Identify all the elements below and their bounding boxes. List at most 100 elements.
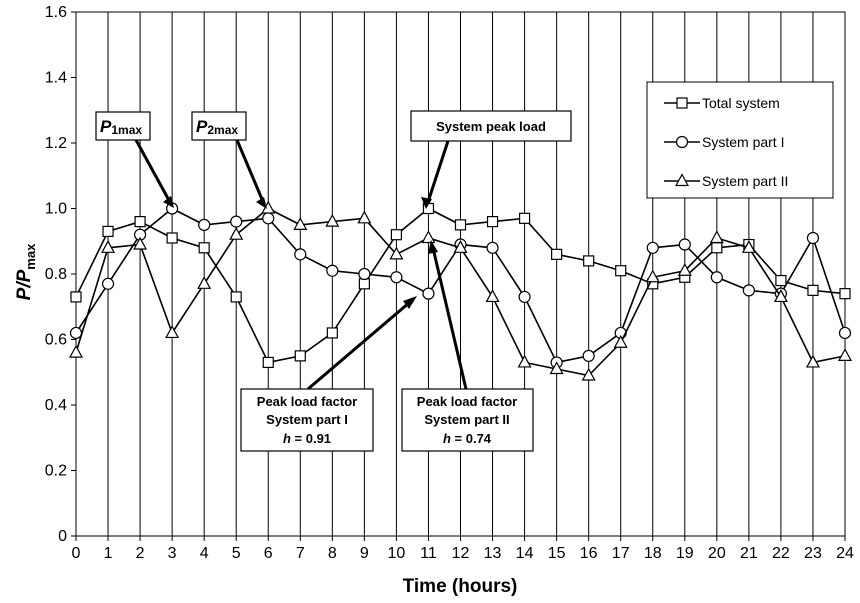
p1max-label: P1max	[100, 117, 142, 137]
x-tick-label: 23	[804, 545, 822, 562]
data-point-triangle	[485, 289, 500, 303]
p1max-arrow	[134, 139, 173, 205]
data-point-square	[807, 284, 819, 296]
data-point-square	[390, 229, 403, 241]
annotation-load-factor-1: Peak load factor System part I h = 0.91	[240, 296, 417, 452]
legend-marker-square	[676, 97, 688, 109]
data-point-circle	[806, 231, 820, 245]
data-point-triangle	[421, 230, 436, 244]
data-point-triangle	[453, 240, 468, 253]
lf2-line3: h = 0.74	[443, 431, 492, 446]
data-point-triangle	[709, 230, 724, 244]
legend-entries: Total system System part I System part II	[664, 95, 788, 189]
data-point-square	[551, 248, 563, 260]
data-point-triangle	[68, 344, 84, 358]
y-axis-title-main: P/P	[14, 269, 35, 300]
y-tick-label: 1.0	[45, 201, 67, 218]
data-point-square	[166, 232, 178, 244]
data-point-square	[358, 278, 370, 290]
x-tick-label: 19	[676, 545, 694, 562]
y-tick-label: 0.2	[45, 463, 67, 480]
p2max-box	[191, 111, 247, 141]
legend-marker-circle	[675, 135, 689, 149]
x-tick-label: 13	[484, 545, 502, 562]
system-peak-arrowhead	[421, 197, 432, 209]
series-triangle	[68, 200, 853, 381]
data-point-triangle	[197, 276, 212, 289]
x-tick-label: 1	[104, 545, 113, 562]
data-point-triangle	[389, 246, 404, 260]
p2max-label-sub: 2max	[207, 123, 238, 137]
data-point-circle	[294, 248, 307, 261]
series-layer	[68, 200, 853, 381]
y-tick-label: 1.2	[45, 135, 67, 152]
x-tick-label: 20	[708, 545, 726, 562]
data-point-circle	[101, 277, 115, 290]
data-point-square	[262, 356, 274, 369]
x-tick-label: 21	[740, 545, 758, 562]
data-point-square	[486, 216, 499, 228]
data-point-triangle	[101, 240, 116, 253]
data-point-triangle	[741, 240, 756, 253]
y-axis-title-sub: max	[23, 243, 38, 270]
x-axis-title: Time (hours)	[403, 576, 518, 597]
data-point-circle	[390, 271, 403, 284]
data-point-triangle	[293, 217, 308, 230]
x-tick-label: 12	[452, 545, 470, 562]
data-point-triangle	[613, 335, 628, 348]
legend-marker-triangle	[674, 173, 690, 187]
series-circle	[69, 202, 852, 369]
data-point-circle	[518, 290, 531, 304]
annotation-p1max: P1max	[95, 111, 174, 208]
x-tick-label: 9	[360, 545, 369, 562]
data-point-triangle	[357, 210, 372, 224]
data-point-circle	[838, 326, 852, 340]
legend-label-circle: System part I	[702, 134, 784, 150]
series-square	[70, 202, 851, 369]
lf1-arrow	[307, 300, 411, 391]
x-tick-label: 17	[612, 545, 630, 562]
data-point-square	[230, 291, 242, 303]
x-tick-label: 14	[516, 545, 534, 562]
system-peak-box	[410, 110, 572, 142]
lf1-box	[240, 388, 374, 452]
x-tick-label: 2	[136, 545, 145, 562]
data-point-square	[134, 216, 146, 228]
x-tick-label: 15	[548, 545, 566, 562]
legend-label-square: Total system	[702, 95, 780, 111]
data-point-triangle	[165, 325, 180, 339]
data-point-square	[102, 225, 114, 238]
x-tick-label: 4	[200, 545, 209, 562]
lf2-arrowhead	[428, 240, 438, 254]
lf1-var: h	[283, 431, 291, 446]
x-tick-label: 6	[264, 545, 273, 562]
data-point-circle	[326, 264, 339, 277]
data-point-circle	[710, 271, 723, 284]
data-point-circle	[742, 284, 755, 297]
lf2-line1: Peak load factor	[417, 394, 517, 409]
data-point-triangle	[325, 213, 340, 227]
p2max-arrowhead	[256, 197, 267, 209]
data-point-triangle	[517, 354, 532, 368]
p2max-arrow	[235, 139, 266, 205]
p1max-label-main: P	[100, 117, 112, 136]
data-point-circle	[262, 212, 275, 225]
lf1-arrowhead	[403, 296, 417, 309]
x-tick-label: 18	[644, 545, 662, 562]
data-point-square	[454, 219, 467, 231]
p2max-label: P2max	[196, 117, 238, 137]
y-tick-label: 0	[58, 528, 67, 545]
data-point-circle	[582, 349, 595, 362]
data-point-circle	[422, 287, 435, 300]
data-point-triangle	[133, 236, 148, 250]
x-tick-label: 5	[232, 545, 241, 562]
y-tick-label: 1.4	[45, 70, 67, 87]
data-point-circle	[486, 241, 499, 254]
data-point-square	[839, 288, 851, 300]
lf2-value: = 0.74	[451, 431, 492, 446]
annotation-p2max: P2max	[191, 111, 267, 209]
p1max-label-sub: 1max	[111, 123, 142, 137]
y-tick-label: 0.8	[45, 266, 67, 283]
lf2-box	[401, 388, 534, 452]
